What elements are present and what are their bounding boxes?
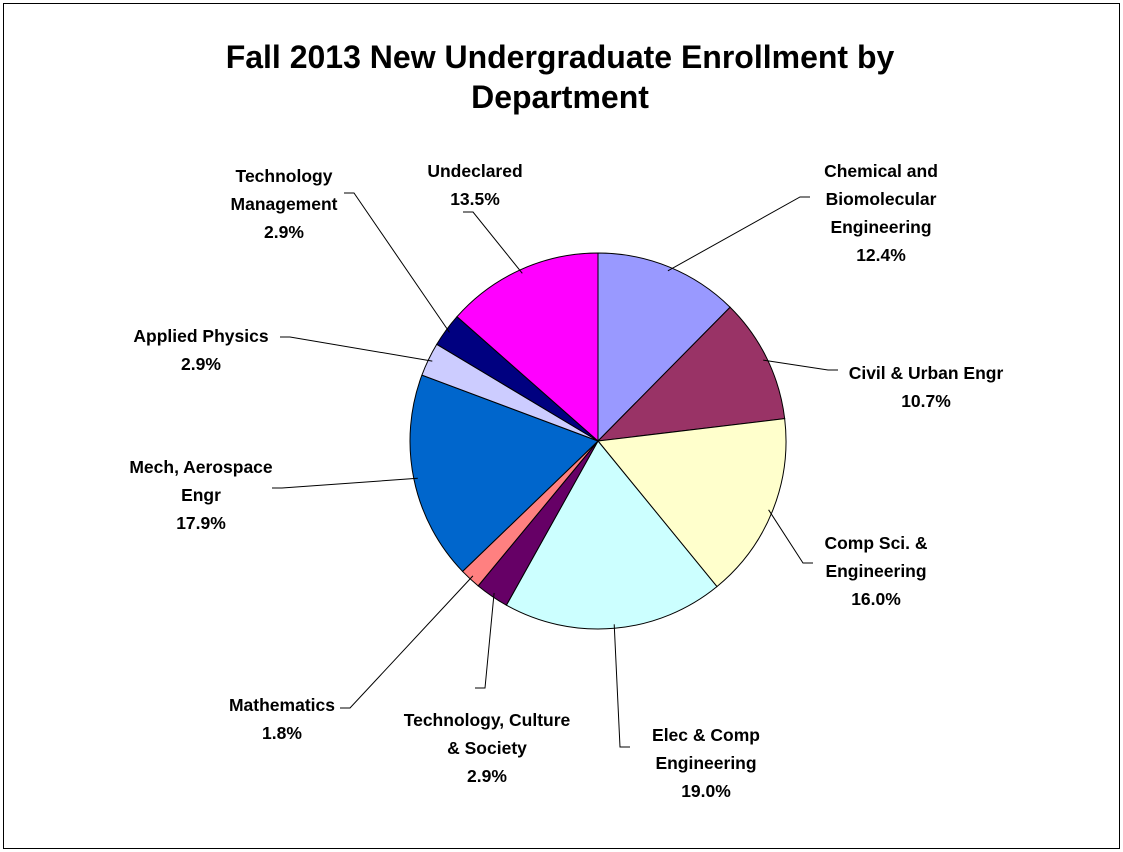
slice-value-label: 2.9% bbox=[264, 222, 304, 242]
slice-label-name-line: Engineering bbox=[830, 217, 931, 237]
leader-line-applied-physics bbox=[280, 336, 433, 362]
slice-value-label: 13.5% bbox=[450, 189, 500, 209]
slice-value-label: 19.0% bbox=[681, 781, 731, 801]
pie-slice-undeclared bbox=[456, 252, 599, 443]
leader-line-comp-sci-engineering bbox=[768, 509, 813, 564]
slice-label-comp-sci-engineering: Comp Sci. & Engineering 16.0% bbox=[824, 533, 927, 609]
leader-line-civil-urban-engr bbox=[763, 359, 838, 371]
slice-label-name-line: Civil & Urban Engr bbox=[849, 363, 1004, 383]
slice-label-name-line: Mathematics bbox=[229, 695, 335, 715]
slice-label-technology-culture-society: Technology, Culture & Society 2.9% bbox=[404, 710, 571, 786]
leader-lines bbox=[272, 192, 838, 748]
slice-label-civil-urban-engr: Civil & Urban Engr 10.7% bbox=[849, 363, 1004, 411]
slice-value-label: 16.0% bbox=[851, 589, 901, 609]
pie-slice-chemical-and-biomolecular-engineering bbox=[597, 252, 731, 443]
slice-label-name-line: & Society bbox=[447, 738, 527, 758]
leader-line-technology-management bbox=[344, 192, 450, 333]
chart-title-line-2: Department bbox=[471, 79, 649, 115]
pie-slice-mech-aerospace-engr bbox=[409, 374, 599, 573]
slice-label-applied-physics: Applied Physics 2.9% bbox=[133, 326, 268, 374]
chart-title-line-1: Fall 2013 New Undergraduate Enrollment b… bbox=[225, 39, 895, 75]
pie-slices bbox=[409, 252, 787, 630]
slice-label-name-line: Technology, Culture bbox=[404, 710, 571, 730]
slice-labels: Chemical and Biomolecular Engineering 12.4%… bbox=[129, 161, 1003, 801]
slice-label-name-line: Undeclared bbox=[427, 161, 522, 181]
slice-label-chemical-and-biomolecular-engineering: Chemical and Biomolecular Engineering 12.4% bbox=[824, 161, 938, 265]
slice-label-name-line: Chemical and bbox=[824, 161, 938, 181]
slice-value-label: 2.9% bbox=[467, 766, 507, 786]
slice-label-name-line: Technology bbox=[236, 166, 333, 186]
chart-title: Fall 2013 New Undergraduate Enrollment b… bbox=[60, 37, 1060, 117]
slice-value-label: 17.9% bbox=[176, 513, 226, 533]
slice-label-mathematics: Mathematics 1.8% bbox=[229, 695, 335, 743]
pie-slice-comp-sci-engineering bbox=[597, 418, 787, 588]
slice-label-elec-comp-engineering: Elec & Comp Engineering 19.0% bbox=[652, 725, 760, 801]
slice-label-name-line: Elec & Comp bbox=[652, 725, 760, 745]
leader-line-mech-aerospace-engr bbox=[272, 477, 418, 489]
slice-label-name-line: Applied Physics bbox=[133, 326, 268, 346]
slice-value-label: 1.8% bbox=[262, 723, 302, 743]
slice-label-name-line: Mech, Aerospace bbox=[129, 457, 273, 477]
slice-label-undeclared: Undeclared 13.5% bbox=[427, 161, 522, 209]
leader-line-mathematics bbox=[340, 575, 474, 709]
leader-line-undeclared bbox=[463, 211, 523, 274]
slice-label-technology-management: Technology Management 2.9% bbox=[231, 166, 338, 242]
slice-label-name-line: Comp Sci. & bbox=[824, 533, 927, 553]
slice-value-label: 2.9% bbox=[181, 354, 221, 374]
leader-line-chemical-and-biomolecular-engineering bbox=[667, 196, 810, 272]
slice-label-name-line: Management bbox=[231, 194, 338, 214]
slice-label-mech-aerospace-engr: Mech, Aerospace Engr 17.9% bbox=[129, 457, 273, 533]
slice-label-name-line: Engr bbox=[181, 485, 221, 505]
slice-label-name-line: Engineering bbox=[825, 561, 926, 581]
pie-slice-civil-urban-engr bbox=[596, 306, 786, 442]
slice-value-label: 10.7% bbox=[901, 391, 951, 411]
slice-value-label: 12.4% bbox=[856, 245, 906, 265]
leader-line-technology-culture-society bbox=[475, 592, 495, 689]
slice-label-name-line: Biomolecular bbox=[826, 189, 937, 209]
slice-label-name-line: Engineering bbox=[655, 753, 756, 773]
leader-line-elec-comp-engineering bbox=[613, 624, 630, 748]
